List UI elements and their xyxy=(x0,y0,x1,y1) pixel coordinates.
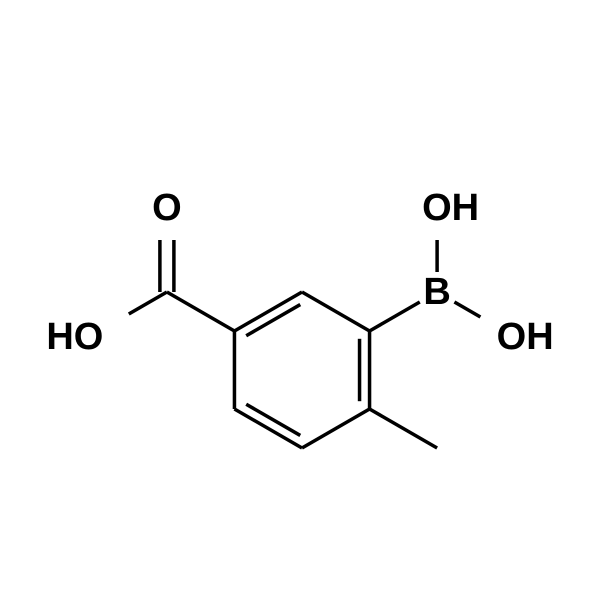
atom-label: OH xyxy=(422,187,479,229)
bond xyxy=(370,409,438,448)
bond xyxy=(167,292,235,331)
bond xyxy=(454,302,480,317)
bond xyxy=(302,292,370,331)
bond xyxy=(302,409,370,448)
atom-label: B xyxy=(423,271,450,313)
atom-label: O xyxy=(152,187,182,229)
bond xyxy=(234,292,302,331)
atom-label: HO xyxy=(46,316,103,358)
atom-label: OH xyxy=(497,316,554,358)
bond xyxy=(129,292,167,314)
bond xyxy=(234,409,302,448)
bond xyxy=(370,302,420,331)
